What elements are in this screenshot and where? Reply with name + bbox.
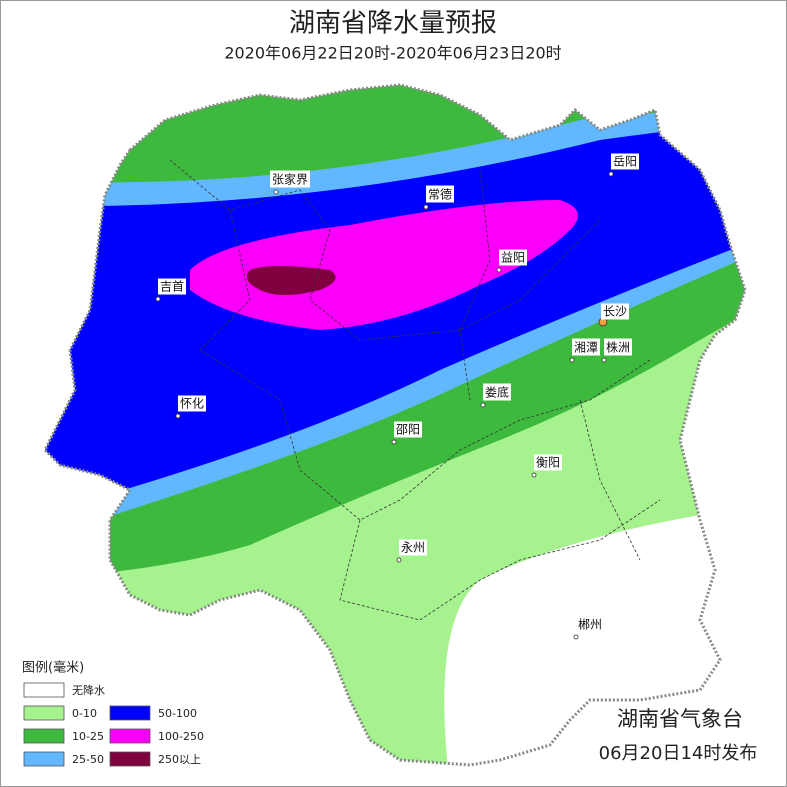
issuer: 湖南省气象台 <box>617 707 743 731</box>
city-label-bg <box>533 454 563 471</box>
legend-swatch <box>23 705 65 721</box>
city-dot <box>396 557 402 563</box>
city-label: 长沙 <box>603 305 627 319</box>
legend-label: 0-10 <box>72 707 97 720</box>
city-label-bg <box>482 383 512 401</box>
precip-band <box>45 115 745 525</box>
city-dot <box>531 472 537 478</box>
city-label: 邵阳 <box>396 423 420 437</box>
city-dot <box>496 267 502 273</box>
city-label: 衡阳 <box>536 456 560 470</box>
legend: 无降水 0-10 10-25 25-50 50-100 100-250 250以上 <box>23 682 204 767</box>
city-label-bg <box>157 278 187 295</box>
issue-time: 06月20日14时发布 <box>599 743 758 764</box>
city-dot <box>155 296 161 302</box>
legend-label: 无降水 <box>72 683 105 697</box>
legend-label: 25-50 <box>72 753 104 766</box>
city-dot <box>601 357 607 363</box>
city-label: 湘潭 <box>574 340 598 355</box>
city-dot <box>423 204 429 210</box>
legend-label: 10-25 <box>72 730 104 743</box>
city-label: 益阳 <box>501 251 525 265</box>
city-label-bg <box>393 421 423 438</box>
title: 湖南省降水量预报 <box>289 9 497 39</box>
subtitle: 2020年06月22日20时-2020年06月23日20时 <box>224 44 561 63</box>
legend-swatch <box>109 705 151 721</box>
city-dot <box>273 189 279 195</box>
legend-swatch <box>23 682 65 698</box>
city-label-bg <box>610 153 640 170</box>
city-label: 张家界 <box>272 172 308 187</box>
city-dot <box>569 357 575 363</box>
city-label-bg <box>498 249 528 266</box>
city-dot <box>608 171 614 177</box>
city-dot <box>573 634 579 640</box>
legend-swatch <box>109 728 151 744</box>
legend-label: 50-100 <box>158 707 197 720</box>
city-label-bg <box>600 303 630 320</box>
legend-label: 250以上 <box>158 753 201 766</box>
city-label: 株洲 <box>606 340 630 355</box>
city-label: 怀化 <box>180 397 204 411</box>
city-label-bg <box>425 185 455 203</box>
city-label-bg <box>398 539 428 556</box>
city-label: 吉首 <box>160 280 184 294</box>
city-label-bg <box>269 170 311 188</box>
city-dot <box>480 402 486 408</box>
city-label: 常德 <box>428 187 452 202</box>
city-label: 永州 <box>401 541 425 555</box>
legend-swatch <box>23 728 65 744</box>
legend-swatch <box>23 751 65 767</box>
city-label-bg <box>603 338 633 356</box>
city-dot <box>391 439 397 445</box>
city-label: 岳阳 <box>613 155 637 169</box>
city-label: 郴州 <box>578 618 602 632</box>
city-label: 娄底 <box>485 385 509 400</box>
precip-band <box>190 200 578 330</box>
city-label-bg <box>571 338 601 356</box>
city-dot <box>175 413 181 419</box>
city-label-bg <box>575 616 605 633</box>
legend-swatch <box>109 751 151 767</box>
legend-title: 图例(毫米) <box>22 660 84 676</box>
city-label-bg <box>177 395 207 412</box>
legend-label: 100-250 <box>158 730 204 743</box>
